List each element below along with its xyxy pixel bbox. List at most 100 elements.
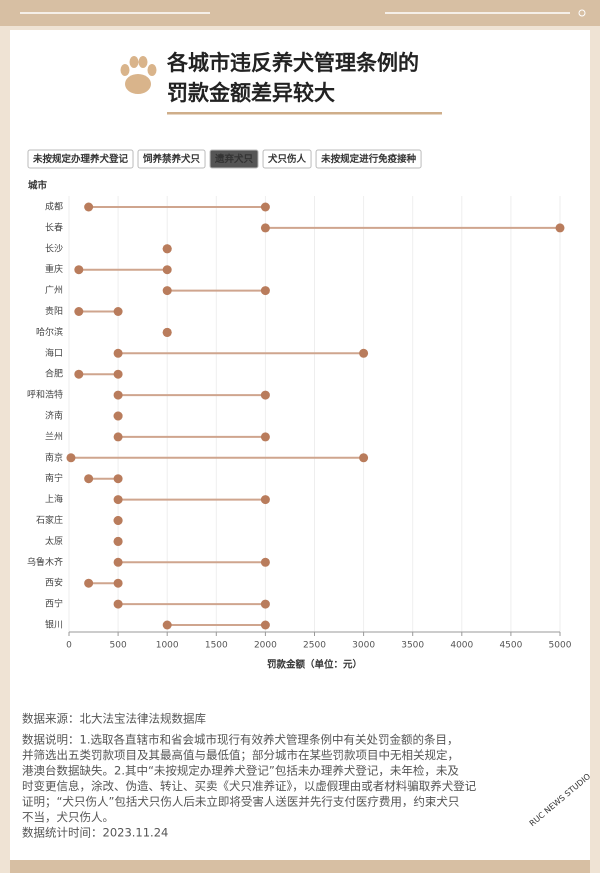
dot	[260, 495, 270, 505]
dot	[359, 453, 369, 463]
dot	[113, 578, 123, 588]
x-tick-label: 2000	[254, 641, 277, 651]
tab[interactable]	[262, 149, 312, 169]
y-tick-label: 乌鲁木齐	[27, 556, 63, 568]
x-tick-label: 2500	[303, 641, 326, 651]
date: 数据统计时间：2023.11.24	[22, 826, 168, 840]
dot	[74, 369, 84, 379]
note-line: 证明；“犬只伤人”包括犬只伤人后未立即将受害人送医并先行支付医疗费用，约束犬只	[22, 795, 459, 809]
dot	[260, 557, 270, 567]
y-tick-label: 重庆	[45, 263, 63, 275]
note-line: 不当，犬只伤人。	[22, 810, 114, 824]
x-tick-label: 3500	[401, 641, 424, 651]
y-tick-label: 贵阳	[45, 305, 63, 317]
x-tick-label: 4500	[499, 641, 522, 651]
panel	[10, 30, 590, 864]
dot	[113, 369, 123, 379]
x-tick-label: 500	[110, 641, 127, 651]
tab[interactable]	[209, 149, 259, 169]
y-tick-label: 济南	[45, 410, 63, 422]
y-tick-label: 合肥	[45, 368, 63, 380]
y-tick-label: 南宁	[45, 472, 63, 484]
dot	[84, 202, 94, 212]
note-line: 并筛选出五类罚款项目及其最高值与最低值；部分城市在某些罚款项目中无相关规定，	[22, 748, 459, 762]
dot	[74, 265, 84, 275]
y-tick-label: 长春	[45, 221, 63, 233]
x-tick-label: 4000	[450, 641, 473, 651]
x-tick-label: 1000	[156, 641, 179, 651]
y-tick-label: 成都	[45, 201, 63, 213]
dot	[260, 286, 270, 296]
note-line: 港澳台数据缺失。2.其中“未按规定办理养犬登记”包括未办理养犬登记，未年检，未及	[22, 764, 459, 778]
tab-label[interactable]: 未按规定进行免疫接种	[320, 153, 417, 165]
tab-label[interactable]: 遗弃犬只	[214, 153, 254, 165]
y-tick-label: 哈尔滨	[36, 326, 63, 338]
paw-icon	[120, 56, 157, 94]
title: 各城市违反养犬管理条例的	[166, 51, 419, 75]
dot	[162, 244, 172, 254]
dot	[113, 307, 123, 316]
dot	[260, 432, 270, 442]
x-axis-label: 罚款金额（单位：元）	[267, 659, 362, 671]
tab[interactable]	[137, 149, 206, 169]
tab-label[interactable]: 未按规定办理养犬登记	[32, 153, 129, 165]
tab-bar: 未按规定办理养犬登记 饲养禁养犬只 遗弃犬只 犬只伤人 未按规定进行免疫接种	[27, 149, 422, 169]
tab-label[interactable]: 饲养禁养犬只	[142, 153, 201, 165]
x-tick-label: 0	[66, 641, 72, 651]
dot	[113, 516, 123, 525]
dot	[113, 536, 123, 546]
bottom-band	[10, 860, 590, 873]
y-tick-label: 上海	[45, 493, 63, 505]
y-axis-label: 城市	[28, 180, 48, 192]
y-tick-label: 石家庄	[36, 514, 63, 526]
dot	[113, 411, 123, 421]
source: 数据来源：北大法宝法律法规数据库	[22, 712, 206, 726]
dot	[74, 307, 84, 316]
y-tick-label: 长沙	[45, 242, 63, 254]
tab[interactable]	[27, 149, 134, 169]
tab-label[interactable]: 犬只伤人	[267, 153, 307, 165]
tab[interactable]	[315, 149, 422, 169]
y-tick-label: 兰州	[45, 430, 63, 442]
dot	[260, 202, 270, 212]
y-tick-label: 太原	[45, 535, 63, 547]
dot	[260, 390, 270, 400]
y-tick-label: 海口	[45, 347, 63, 359]
dot	[260, 223, 270, 233]
dot	[113, 432, 123, 442]
y-tick-label: 广州	[45, 284, 63, 296]
chart: 城市 0 500 1000 1500 2000 2500 3000 3500 4000 4500 50…	[27, 180, 572, 671]
x-tick-label: 3000	[352, 641, 375, 651]
dot	[84, 474, 94, 484]
y-tick-label: 南京	[45, 451, 63, 463]
note-line: 时变更信息，涂改、伪造、转让、买卖《犬只准养证》，以虚假理由或者材料骗取养犬登记	[22, 779, 477, 793]
dot	[113, 557, 123, 567]
dot	[162, 620, 172, 630]
title-underline	[167, 112, 442, 115]
dot	[260, 620, 270, 630]
x-tick-label: 5000	[549, 641, 572, 651]
y-tick-label: 西安	[45, 577, 63, 589]
dot	[260, 599, 270, 609]
dot	[113, 474, 123, 484]
dot	[359, 348, 369, 358]
note-line: 数据说明：1.选取各直辖市和省会城市现行有效养犬管理条例中有关处罚金额的条目，	[22, 733, 458, 747]
dot	[162, 265, 172, 275]
dot	[555, 223, 565, 233]
dot	[113, 599, 123, 609]
dot	[162, 286, 172, 296]
title: 罚款金额差异较大	[167, 81, 335, 105]
y-tick-label: 西宁	[45, 598, 63, 610]
dot	[113, 495, 123, 505]
dot	[113, 390, 123, 400]
notes: 数据说明：1.选取各直辖市和省会城市现行有效养犬管理条例中有关处罚金额的条目，并…	[22, 733, 477, 825]
y-tick-label: 银川	[45, 619, 63, 631]
y-tick-label: 呼和浩特	[27, 389, 63, 401]
dot	[66, 453, 76, 463]
x-tick-label: 1500	[205, 641, 228, 651]
dot	[84, 578, 94, 588]
dot	[162, 327, 172, 337]
ornament	[578, 9, 586, 17]
dot	[113, 348, 123, 358]
